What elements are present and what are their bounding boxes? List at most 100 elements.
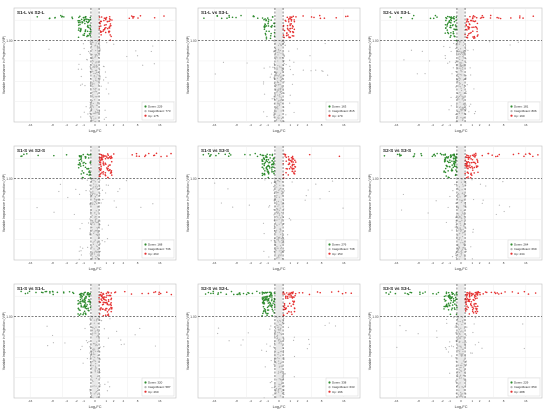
scatter-point: [268, 256, 270, 258]
scatter-point: [89, 193, 91, 196]
scatter-point: [92, 380, 94, 383]
scatter-point: [289, 30, 292, 33]
scatter-point: [274, 93, 276, 96]
scatter-point: [307, 189, 309, 191]
scatter-point: [291, 313, 293, 316]
center-band: [275, 8, 283, 122]
scatter-point: [94, 371, 96, 373]
scatter-point: [459, 337, 461, 340]
scatter-point: [293, 20, 296, 23]
scatter-point: [279, 49, 282, 52]
scatter-point: [91, 83, 93, 86]
scatter-point: [494, 292, 497, 295]
scatter-point: [263, 162, 266, 165]
scatter-point: [455, 25, 457, 28]
scatter-point: [94, 250, 97, 252]
scatter-point: [460, 87, 462, 89]
legend-swatch-insignificant: [328, 248, 331, 251]
scatter-point: [94, 356, 96, 358]
scatter-point: [429, 17, 432, 20]
legend-swatch-up: [328, 114, 331, 117]
scatter-point: [465, 23, 467, 26]
scatter-point: [345, 15, 347, 18]
scatter-point: [502, 181, 504, 183]
scatter-point: [458, 106, 461, 109]
scatter-point: [292, 74, 294, 76]
scatter-point: [270, 163, 273, 166]
scatter-point: [461, 218, 463, 220]
scatter-point: [106, 27, 109, 30]
scatter-point: [462, 118, 464, 120]
scatter-point: [110, 308, 113, 310]
scatter-point: [462, 108, 465, 110]
scatter-point: [446, 322, 448, 324]
scatter-point: [275, 196, 278, 198]
scatter-point: [283, 153, 286, 155]
scatter-point: [40, 291, 43, 294]
scatter-point: [105, 163, 107, 166]
legend-box: [141, 377, 175, 397]
scatter-point: [459, 227, 461, 229]
scatter-point: [474, 20, 477, 22]
scatter-point: [77, 163, 80, 166]
x-axis-label: Log₂FC: [455, 129, 468, 133]
scatter-point: [458, 383, 460, 385]
scatter-point: [274, 253, 276, 255]
scatter-point: [80, 68, 83, 70]
scatter-point: [265, 298, 268, 301]
scatter-point: [275, 249, 277, 251]
legend-swatch-insignificant: [144, 248, 147, 251]
scatter-point: [92, 70, 94, 73]
scatter-point: [281, 99, 283, 101]
scatter-point: [472, 198, 475, 201]
scatter-point: [107, 154, 110, 157]
scatter-point: [462, 66, 464, 69]
scatter-point: [472, 228, 474, 231]
scatter-point: [231, 16, 234, 19]
scatter-point: [453, 154, 455, 157]
scatter-point: [432, 17, 435, 20]
scatter-point: [448, 19, 451, 22]
scatter-point: [263, 158, 266, 161]
scatter-point: [459, 353, 461, 355]
scatter-point: [462, 353, 464, 355]
scatter-point: [98, 72, 100, 75]
scatter-point: [106, 311, 109, 313]
scatter-point: [87, 246, 89, 248]
scatter-point: [274, 83, 276, 86]
scatter-point: [106, 20, 109, 23]
scatter-point: [262, 297, 264, 300]
points: [202, 152, 344, 260]
scatter-point: [277, 360, 280, 362]
scatter-point: [462, 386, 465, 389]
scatter-point: [44, 290, 47, 293]
scatter-point: [273, 97, 275, 99]
scatter-point: [48, 17, 51, 19]
scatter-point: [451, 73, 453, 75]
scatter-point: [457, 243, 459, 245]
scatter-point: [444, 23, 447, 26]
scatter-point: [278, 257, 280, 259]
x-tick-label: 2: [297, 399, 299, 403]
legend-box: [325, 101, 359, 121]
scatter-point: [409, 291, 411, 294]
scatter-point: [458, 327, 460, 329]
scatter-point: [79, 246, 81, 248]
scatter-point: [474, 162, 477, 165]
scatter-point: [472, 298, 475, 301]
scatter-point: [457, 197, 459, 199]
scatter-point: [269, 37, 272, 40]
scatter-point: [275, 120, 277, 122]
scatter-point: [278, 213, 281, 215]
scatter-point: [463, 109, 465, 111]
scatter-point: [78, 250, 80, 252]
scatter-point: [457, 248, 459, 250]
scatter-point: [277, 81, 280, 84]
scatter-point: [217, 327, 220, 329]
scatter-point: [82, 172, 85, 174]
scatter-point: [479, 17, 482, 19]
scatter-point: [153, 63, 155, 65]
scatter-point: [338, 155, 341, 158]
scatter-point: [445, 17, 448, 20]
